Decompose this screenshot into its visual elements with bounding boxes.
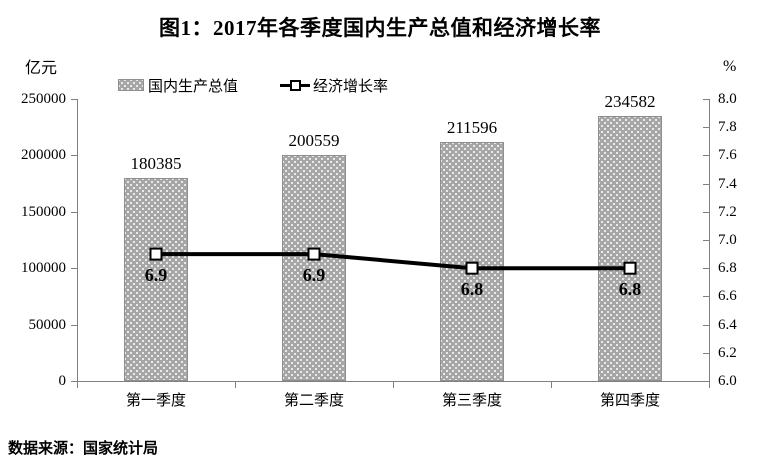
- left-axis-tick-label: 100000: [21, 260, 66, 277]
- right-axis-tick: [703, 268, 709, 270]
- x-axis: [77, 381, 710, 382]
- left-axis-tick: [71, 324, 77, 326]
- left-axis-unit: 亿元: [25, 60, 58, 77]
- left-axis-tick: [71, 381, 77, 382]
- gdp-bar-swatch-icon: [118, 79, 144, 91]
- growth-rate-label: 6.8: [460, 279, 484, 300]
- right-axis-tick-label: 6.0: [718, 373, 737, 389]
- right-axis-tick: [703, 352, 709, 354]
- right-axis-tick-label: 7.8: [718, 119, 737, 136]
- gdp-bar-value-label: 200559: [288, 130, 340, 150]
- left-axis-tick: [71, 99, 77, 100]
- right-axis-tick: [703, 296, 709, 298]
- x-category-label: 第一季度: [125, 393, 187, 409]
- right-axis-tick-label: 6.2: [718, 344, 737, 361]
- x-axis-tick: [77, 382, 78, 388]
- right-axis-tick-label: 7.0: [718, 232, 737, 248]
- growth-rate-label: 6.9: [302, 265, 326, 286]
- left-axis-tick: [71, 211, 77, 213]
- right-axis-tick: [703, 324, 709, 326]
- gdp-bar: [598, 116, 662, 381]
- right-axis-tick: [703, 211, 709, 213]
- left-axis: [77, 99, 78, 381]
- legend-growth-label: 经济增长率: [313, 78, 389, 95]
- growth-rate-label: 6.9: [144, 265, 168, 286]
- chart-legend: 国内生产总值 经济增长率: [118, 75, 388, 96]
- left-axis-tick-label: 150000: [21, 203, 66, 220]
- gdp-bar-value-label: 211596: [446, 118, 498, 138]
- chart-title: 图1：2017年各季度国内生产总值和经济增长率: [159, 16, 601, 40]
- left-axis-tick: [71, 268, 77, 270]
- right-axis: [709, 99, 710, 381]
- gdp-bar: [124, 177, 188, 381]
- right-axis-tick-label: 6.6: [718, 288, 737, 305]
- gdp-bar: [440, 142, 504, 381]
- data-source-note: 数据来源：国家统计局: [8, 441, 159, 457]
- x-category-label: 第二季度: [283, 393, 345, 409]
- legend-item-gdp: 国内生产总值: [118, 75, 238, 96]
- right-axis-tick-label: 7.4: [718, 175, 737, 192]
- x-axis-tick: [709, 382, 710, 388]
- right-axis-tick: [703, 240, 709, 241]
- right-axis-tick-label: 8.0: [718, 91, 737, 107]
- right-axis-tick-label: 7.2: [718, 203, 737, 220]
- right-axis-tick-label: 6.4: [718, 316, 737, 333]
- x-axis-tick: [551, 382, 552, 388]
- gdp-bar-value-label: 234582: [604, 92, 656, 112]
- legend-gdp-label: 国内生产总值: [148, 78, 239, 95]
- right-axis-tick: [703, 127, 709, 129]
- left-axis-tick-label: 50000: [28, 316, 67, 333]
- right-axis-tick: [703, 155, 709, 157]
- left-axis-tick: [71, 155, 77, 157]
- left-axis-tick-label: 0: [58, 373, 67, 389]
- right-axis-tick: [703, 183, 709, 185]
- gdp-bar-value-label: 180385: [130, 153, 182, 173]
- right-axis-tick: [703, 381, 709, 382]
- right-axis-tick-label: 7.6: [718, 147, 737, 164]
- x-category-label: 第三季度: [441, 393, 503, 409]
- legend-item-growth: 经济增长率: [280, 75, 388, 96]
- right-axis-tick: [703, 99, 709, 100]
- left-axis-tick-label: 250000: [21, 91, 66, 107]
- x-axis-tick: [235, 382, 236, 388]
- right-axis-unit: %: [723, 58, 737, 75]
- growth-line-swatch-icon: [280, 79, 311, 91]
- right-axis-tick-label: 6.8: [718, 260, 737, 277]
- x-axis-tick: [393, 382, 394, 388]
- growth-rate-label: 6.8: [618, 279, 642, 300]
- left-axis-tick-label: 200000: [21, 147, 66, 164]
- x-category-label: 第四季度: [599, 393, 661, 409]
